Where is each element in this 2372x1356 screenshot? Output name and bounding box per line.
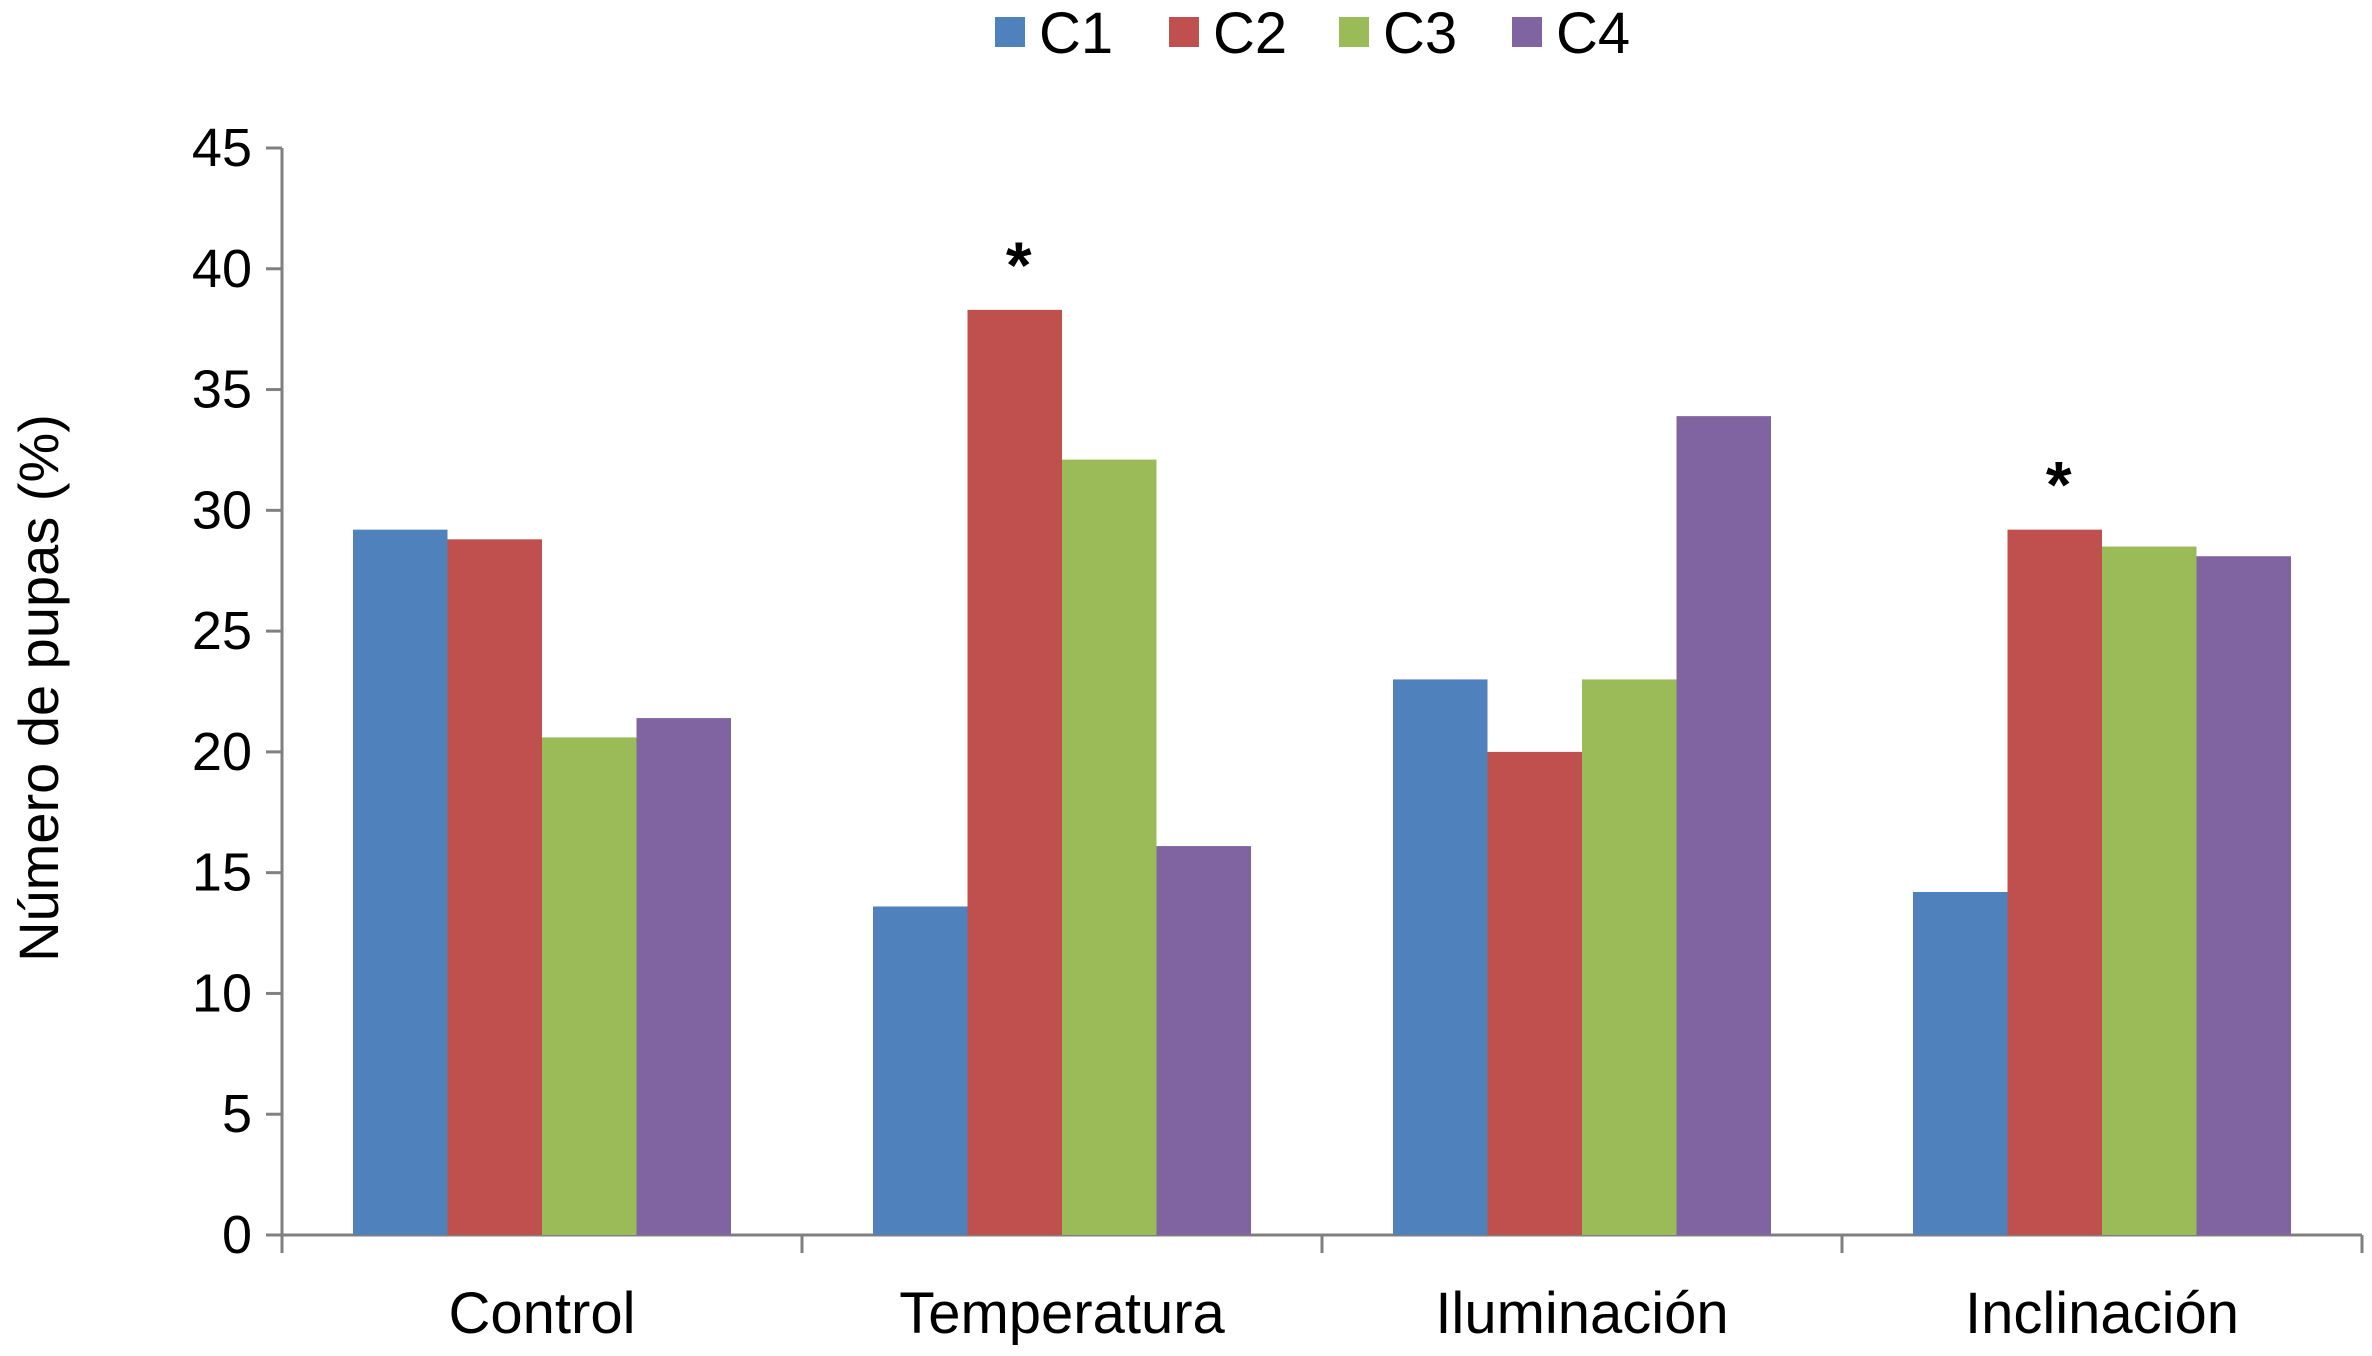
legend-label-c3: C3 [1383, 1, 1457, 66]
bar-c1-0 [353, 529, 448, 1235]
x-tick-label: Temperatura [899, 1281, 1225, 1346]
y-tick-label: 20 [192, 722, 252, 782]
bar-c3-3 [2102, 546, 2197, 1235]
y-tick-label: 30 [192, 480, 252, 540]
legend: C1 C2 C3 C4 [995, 1, 1630, 66]
y-tick-label: 45 [192, 118, 252, 178]
y-axis: 0 5 10 15 20 25 30 35 40 45 [192, 118, 284, 1265]
legend-swatch-c4 [1512, 17, 1542, 47]
bar-c2-3 [2007, 529, 2102, 1235]
y-tick-label: 0 [222, 1205, 252, 1265]
bar-c3-0 [542, 737, 637, 1235]
y-tick-label: 40 [192, 239, 252, 299]
bar-c1-1 [873, 906, 968, 1235]
legend-label-c4: C4 [1556, 1, 1630, 66]
bar-c4-0 [636, 718, 731, 1235]
x-tick-label: Inclinación [1965, 1281, 2239, 1346]
x-tick-label: Control [449, 1281, 636, 1346]
bar-c4-2 [1676, 416, 1771, 1235]
legend-label-c1: C1 [1039, 1, 1113, 66]
legend-label-c2: C2 [1213, 1, 1287, 66]
legend-swatch-c3 [1339, 17, 1369, 47]
significance-marker: * [2046, 448, 2072, 522]
bar-c2-2 [1487, 751, 1582, 1235]
bars [353, 309, 2291, 1235]
y-tick-label: 5 [222, 1084, 252, 1144]
x-axis: Control Temperatura Iluminación Inclinación [280, 1233, 2364, 1346]
legend-swatch-c2 [1169, 17, 1199, 47]
significance-marker: * [1006, 228, 1032, 302]
annotations: ** [1006, 228, 2072, 522]
y-tick-label: 25 [192, 601, 252, 661]
y-axis-label: Número de pupas (%) [7, 414, 70, 962]
bar-c3-1 [1062, 459, 1157, 1235]
bar-c4-3 [2196, 556, 2291, 1235]
bar-c4-1 [1156, 846, 1251, 1235]
bar-c3-2 [1582, 679, 1677, 1235]
bar-c1-3 [1913, 891, 2008, 1235]
bar-c1-2 [1393, 679, 1488, 1235]
y-tick-label: 10 [192, 963, 252, 1023]
legend-swatch-c1 [995, 17, 1025, 47]
y-tick-label: 35 [192, 360, 252, 420]
bar-c2-1 [967, 309, 1062, 1235]
x-tick-label: Iluminación [1435, 1281, 1728, 1346]
bar-c2-0 [447, 539, 542, 1235]
y-tick-label: 15 [192, 843, 252, 903]
